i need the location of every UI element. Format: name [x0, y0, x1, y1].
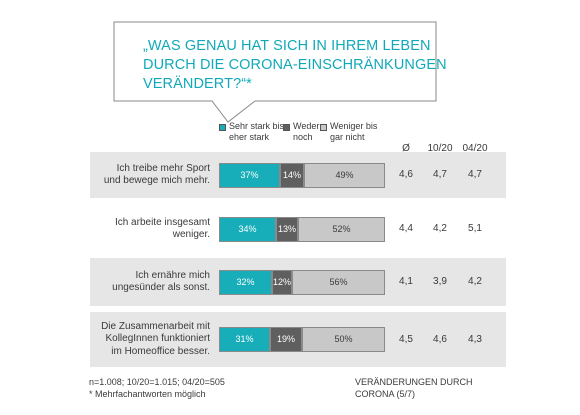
bar-value-label: 50%: [334, 334, 353, 344]
sample-size-note: n=1.008; 10/20=1.015; 04/20=505: [89, 377, 225, 387]
table-cell-avg: 4,1: [399, 276, 413, 287]
bar-segment-strong: 31%: [219, 327, 270, 352]
legend-label-neutral-1: Weder: [293, 121, 320, 131]
table-cell-oct20: 3,9: [433, 276, 447, 287]
row-label-line: ungesünder als sonst.: [112, 282, 210, 293]
bar-value-label: 12%: [273, 276, 292, 287]
row-label-line: weniger.: [172, 229, 210, 240]
bar-value-label: 14%: [282, 169, 301, 180]
callout-outline: [113, 21, 437, 123]
bar-value-label: 37%: [240, 169, 259, 180]
stacked-bar-sport: 37% 14% 49%: [219, 162, 385, 188]
row-label-line: Ich treibe mehr Sport: [116, 162, 210, 174]
row-label-work-less: Ich arbeite insgesamt weniger.: [115, 217, 210, 242]
table-cell-oct20: 4,2: [433, 223, 447, 234]
bar-segment-strong: 37%: [219, 162, 280, 188]
column-header-avg: Ø: [402, 143, 410, 154]
bar-value-label: 19%: [276, 334, 295, 344]
row-label-line: und bewege mich mehr.: [103, 175, 210, 186]
table-cell-oct20: 4,7: [433, 169, 447, 180]
bar-value-label: 34%: [238, 223, 257, 234]
row-label-line: Ich arbeite insgesamt: [114, 216, 210, 228]
table-cell-apr20: 4,2: [468, 276, 482, 287]
table-cell-avg: 4,6: [399, 169, 413, 180]
bar-segment-strong: 34%: [219, 216, 276, 242]
legend-swatch-neutral: [283, 124, 290, 131]
bar-segment-strong: 32%: [219, 269, 272, 295]
legend-swatch-weak: [320, 124, 327, 131]
bar-value-label: 52%: [332, 223, 351, 234]
row-label-eat-unhealthy: Ich ernähre mich ungesünder als sonst.: [112, 270, 210, 295]
row-label-line: Die Zusammenarbeit mit: [101, 320, 210, 332]
bar-segment-weak: 52%: [298, 216, 385, 242]
legend-item-neutral: Weder noch: [283, 121, 319, 143]
scale-note-line-1: VERÄNDERUNGEN DURCH: [355, 377, 473, 387]
table-cell-avg: 4,4: [399, 223, 413, 234]
bar-value-label: 56%: [329, 276, 348, 287]
bar-segment-weak: 49%: [304, 162, 385, 188]
column-header-oct20: 10/20: [427, 143, 453, 154]
stacked-bar-homeoffice: 31% 19% 50%: [219, 327, 385, 352]
legend-label-neutral-2: noch: [293, 132, 313, 142]
legend-item-strong: Sehr stark bis eher stark: [219, 121, 284, 143]
bar-segment-neutral: 19%: [270, 327, 302, 352]
legend-label-strong-1: Sehr stark bis: [229, 121, 285, 131]
bar-segment-weak: 56%: [292, 269, 385, 295]
question-callout: [113, 21, 437, 123]
legend-label-weak-2: gar nicht: [330, 132, 365, 142]
question-line-1: „WAS GENAU HAT SICH IN IHREM LEBEN: [143, 38, 431, 54]
stacked-bar-eat-unhealthy: 32% 12% 56%: [219, 269, 385, 295]
row-label-sport: Ich treibe mehr Sport und bewege mich meh…: [104, 163, 210, 188]
legend-item-weak: Weniger bis gar nicht: [320, 121, 377, 143]
legend-swatch-strong: [219, 124, 226, 131]
bar-value-label: 13%: [277, 223, 296, 234]
bar-value-label: 49%: [335, 169, 354, 180]
table-cell-apr20: 4,3: [468, 333, 482, 345]
bar-segment-neutral: 14%: [280, 162, 304, 188]
legend-label-strong-2: eher stark: [229, 132, 270, 142]
table-cell-oct20: 4,6: [433, 333, 447, 345]
table-cell-apr20: 4,7: [468, 169, 482, 180]
bar-value-label: 32%: [236, 276, 255, 287]
question-line-2: DURCH DIE CORONA-EINSCHRÄNKUNGEN: [143, 57, 447, 73]
row-label-line: Ich ernähre mich: [135, 269, 210, 281]
multiple-answers-note: * Mehrfachantworten möglich: [89, 389, 206, 399]
stacked-bar-work-less: 34% 13% 52%: [219, 216, 385, 242]
table-cell-apr20: 5,1: [468, 223, 482, 234]
bar-value-label: 31%: [235, 334, 254, 344]
row-label-homeoffice: Die Zusammenarbeit mit KollegInnen funkti…: [101, 321, 210, 359]
row-label-line: KollegInnen funktioniert: [105, 333, 210, 345]
legend-label-weak-1: Weniger bis: [330, 121, 378, 131]
bar-segment-weak: 50%: [302, 327, 385, 352]
bar-segment-neutral: 12%: [272, 269, 292, 295]
question-line-3: VERÄNDERT?“*: [143, 76, 252, 92]
bar-segment-neutral: 13%: [276, 216, 298, 242]
column-header-apr20: 04/20: [462, 143, 488, 154]
table-cell-avg: 4,5: [399, 333, 413, 345]
row-label-line: im Homeoffice besser.: [111, 345, 210, 357]
scale-note-line-2: CORONA (5/7): [355, 389, 416, 399]
